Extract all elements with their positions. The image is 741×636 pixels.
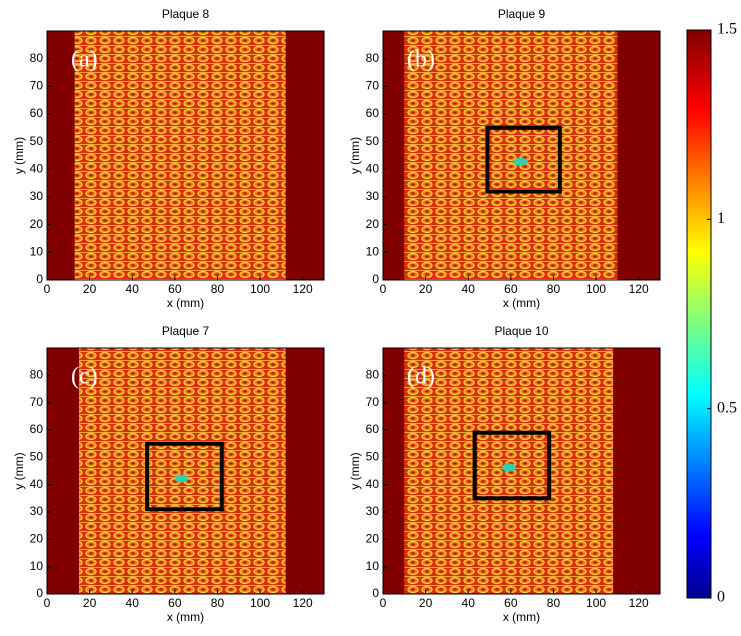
x-tick-label: 100 (250, 282, 270, 296)
x-axis-label: x (mm) (503, 296, 540, 310)
y-tick-label: 30 (366, 504, 380, 518)
x-tick-label: 20 (419, 282, 433, 296)
y-tick-label: 50 (366, 134, 380, 148)
y-tick-label: 20 (30, 217, 44, 231)
y-tick-label: 60 (30, 422, 44, 436)
x-tick-label: 80 (211, 596, 225, 610)
y-tick-label: 10 (30, 559, 44, 573)
colorbar (686, 29, 712, 599)
x-tick-label: 40 (462, 596, 476, 610)
x-tick-label: 80 (547, 596, 561, 610)
y-tick-label: 60 (366, 106, 380, 120)
y-tick-label: 50 (30, 134, 44, 148)
y-tick-label: 40 (366, 162, 380, 176)
y-tick-label: 40 (30, 477, 44, 491)
x-tick-label: 60 (504, 596, 518, 610)
colorbar-tick-label: 0.5 (717, 399, 737, 416)
y-axis-label: y (mm) (348, 452, 362, 489)
x-tick-label: 0 (44, 282, 51, 296)
y-tick-label: 80 (30, 51, 44, 65)
x-tick-label: 60 (168, 282, 182, 296)
x-tick-label: 120 (629, 282, 649, 296)
x-tick-label: 100 (250, 596, 270, 610)
x-tick-label: 20 (419, 596, 433, 610)
y-tick-label: 40 (30, 162, 44, 176)
y-tick-label: 70 (30, 79, 44, 93)
x-tick-label: 40 (126, 596, 140, 610)
highlight-box (145, 441, 224, 512)
x-axis-label: x (mm) (503, 610, 540, 624)
x-tick-label: 80 (211, 282, 225, 296)
y-tick-label: 0 (36, 586, 43, 600)
y-axis-label: y (mm) (12, 452, 26, 489)
colorbar-tick-label: 1.5 (717, 21, 737, 38)
y-tick-label: 0 (372, 272, 379, 286)
y-tick-label: 70 (30, 395, 44, 409)
y-tick-label: 20 (366, 217, 380, 231)
axes-frame (382, 347, 661, 595)
y-tick-label: 50 (366, 450, 380, 464)
defect-spot (174, 474, 189, 483)
x-tick-label: 40 (126, 282, 140, 296)
y-tick-label: 30 (30, 189, 44, 203)
axes-frame (46, 347, 325, 595)
y-tick-label: 50 (30, 450, 44, 464)
y-axis-label: y (mm) (348, 137, 362, 174)
x-tick-label: 120 (629, 596, 649, 610)
axes-frame (382, 30, 661, 281)
panel-title: Plaque 7 (162, 324, 210, 338)
x-tick-label: 60 (168, 596, 182, 610)
y-tick-label: 70 (366, 395, 380, 409)
defect-spot (513, 157, 528, 166)
y-tick-label: 10 (366, 559, 380, 573)
y-tick-label: 10 (366, 245, 380, 259)
x-tick-label: 100 (586, 282, 606, 296)
x-tick-label: 0 (380, 282, 387, 296)
colorbar-tick-label: 0 (717, 589, 725, 606)
plate-region (74, 31, 286, 280)
colorbar-tick-label: 1 (717, 210, 725, 227)
highlight-box (485, 125, 562, 194)
axes-frame (46, 30, 325, 281)
y-tick-label: 20 (30, 532, 44, 546)
y-tick-label: 80 (30, 368, 44, 382)
y-tick-label: 0 (372, 586, 379, 600)
x-tick-label: 20 (83, 282, 97, 296)
panel-title: Plaque 8 (162, 7, 210, 21)
panel-label: (a) (71, 47, 98, 73)
x-tick-label: 120 (293, 282, 313, 296)
panel-title: Plaque 9 (498, 7, 546, 21)
y-tick-label: 60 (30, 106, 44, 120)
highlight-box (472, 430, 552, 501)
y-tick-label: 80 (366, 51, 380, 65)
panel-label: (c) (71, 364, 98, 390)
defect-spot (501, 463, 516, 472)
panel-label: (b) (407, 47, 435, 73)
x-tick-label: 60 (504, 282, 518, 296)
x-tick-label: 120 (293, 596, 313, 610)
panel-label: (d) (407, 364, 435, 390)
y-tick-label: 40 (366, 477, 380, 491)
x-tick-label: 0 (380, 596, 387, 610)
y-tick-label: 60 (366, 422, 380, 436)
x-tick-label: 0 (44, 596, 51, 610)
panel-title: Plaque 10 (494, 324, 548, 338)
x-tick-label: 40 (462, 282, 476, 296)
x-axis-label: x (mm) (167, 610, 204, 624)
plate-region (78, 348, 286, 594)
x-tick-label: 100 (586, 596, 606, 610)
x-tick-label: 20 (83, 596, 97, 610)
y-tick-label: 10 (30, 245, 44, 259)
plate-region (404, 31, 618, 280)
y-tick-label: 70 (366, 79, 380, 93)
y-tick-label: 30 (30, 504, 44, 518)
y-tick-label: 30 (366, 189, 380, 203)
x-tick-label: 80 (547, 282, 561, 296)
y-tick-label: 0 (36, 272, 43, 286)
x-axis-label: x (mm) (167, 296, 204, 310)
y-axis-label: y (mm) (12, 137, 26, 174)
y-tick-label: 20 (366, 532, 380, 546)
y-tick-label: 80 (366, 368, 380, 382)
